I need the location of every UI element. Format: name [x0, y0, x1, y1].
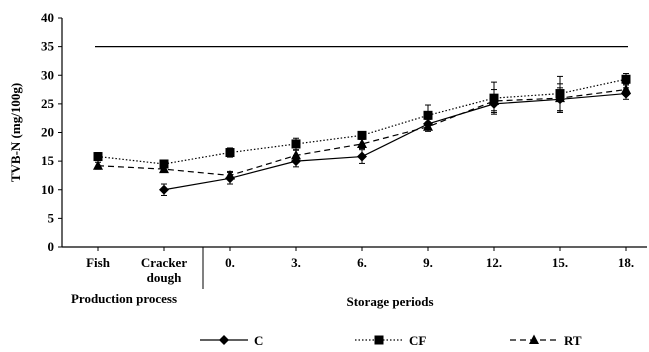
- x-tick-label: 12.: [486, 255, 502, 270]
- y-tick-label: 30: [41, 67, 54, 82]
- x-tick-label: dough: [147, 270, 182, 285]
- y-tick-label: 10: [41, 182, 54, 197]
- y-tick-label: 35: [41, 39, 55, 54]
- axes: [58, 17, 647, 289]
- data-point-cf: [423, 110, 433, 120]
- x-tick-label: Cracker: [141, 255, 187, 270]
- data-point-cf: [621, 74, 631, 84]
- legend-item-cf: CF: [355, 333, 426, 348]
- legend-label-c: C: [254, 333, 263, 347]
- marks: [93, 46, 631, 196]
- data-point-cf: [291, 139, 301, 149]
- legend-marker-rt: [529, 334, 539, 344]
- data-point-rt: [555, 92, 565, 103]
- data-point-rt: [93, 160, 103, 170]
- data-point-rt: [225, 169, 235, 180]
- storage-periods-label: Storage periods: [346, 294, 433, 309]
- data-point-rt: [489, 95, 499, 106]
- data-point-rt: [621, 84, 631, 94]
- data-point-rt: [291, 149, 301, 160]
- data-point-cf: [93, 152, 103, 162]
- x-tick-label: Fish: [86, 255, 111, 270]
- data-point-rt: [423, 121, 433, 131]
- legend-marker-cf: [374, 335, 384, 345]
- series-rt: [93, 83, 631, 180]
- x-tick-label: 0.: [225, 255, 235, 270]
- series-line-rt: [97, 88, 627, 177]
- data-point-c: [357, 151, 367, 162]
- series-line-c: [163, 92, 627, 191]
- x-tick-label: 15.: [552, 255, 568, 270]
- data-point-c: [159, 184, 169, 195]
- production-process-label: Production process: [71, 291, 177, 306]
- x-tick-label: 18.: [618, 255, 634, 270]
- y-tick-label: 15: [41, 153, 55, 168]
- data-point-cf: [225, 148, 235, 158]
- y-tick-label: 40: [41, 10, 54, 25]
- y-axis-label: TVB-N (mg/100g): [8, 83, 23, 182]
- x-tick-label: 9.: [423, 255, 433, 270]
- y-tick-label: 0: [48, 239, 55, 254]
- legend-label-cf: CF: [409, 333, 426, 347]
- data-point-rt: [357, 138, 367, 148]
- legend-item-c: C: [200, 333, 263, 348]
- legend-item-rt: RT: [510, 333, 582, 348]
- y-tick-label: 25: [41, 96, 55, 111]
- y-tick-label: 5: [48, 210, 55, 225]
- data-point-cf: [357, 130, 367, 140]
- legend-label-rt: RT: [564, 333, 582, 347]
- x-tick-label: 6.: [357, 255, 367, 270]
- x-tick-label: 3.: [291, 255, 301, 270]
- legend: C CF RT: [200, 333, 582, 348]
- y-tick-label: 20: [41, 125, 54, 140]
- legend-marker-c: [219, 335, 229, 345]
- data-point-rt: [159, 163, 169, 174]
